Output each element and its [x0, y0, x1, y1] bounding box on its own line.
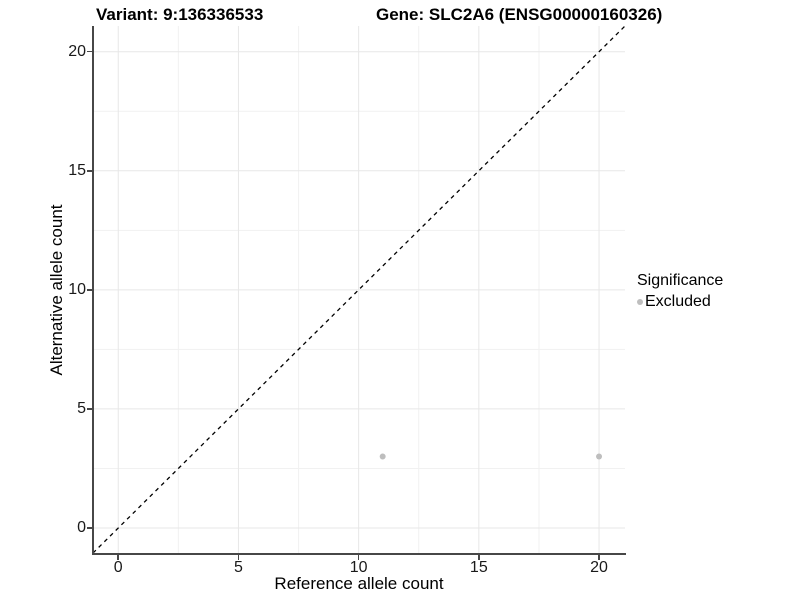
x-tick-mark: [478, 555, 480, 560]
identity-line: [92, 25, 626, 554]
variant-title: Variant: 9:136336533: [96, 5, 264, 24]
plot-canvas: [92, 25, 626, 554]
data-point: [379, 453, 386, 460]
y-tick-label: 20: [68, 42, 86, 60]
y-tick-mark: [87, 527, 92, 529]
x-tick-label: 0: [113, 559, 123, 576]
legend-item-excluded: Excluded: [637, 293, 723, 311]
y-tick-mark: [87, 408, 92, 410]
y-tick-label: 5: [77, 399, 86, 417]
y-tick-label: 0: [77, 518, 86, 536]
legend: Significance Excluded: [637, 272, 723, 311]
legend-title: Significance: [637, 272, 724, 289]
x-tick-label: 5: [233, 559, 243, 576]
y-tick-mark: [87, 170, 92, 172]
x-tick-mark: [237, 555, 240, 560]
x-tick-label: 15: [469, 559, 488, 576]
x-tick-label: 10: [349, 559, 368, 576]
y-tick-mark: [87, 50, 92, 53]
plot-panel: [92, 25, 626, 554]
x-tick-mark: [117, 555, 119, 560]
y-tick-label: 15: [68, 161, 86, 179]
x-axis-line: [92, 553, 626, 555]
data-point: [596, 453, 603, 460]
excluded-point-icon: [637, 299, 643, 305]
legend-item-label: Excluded: [645, 293, 711, 310]
x-tick-label: 20: [590, 559, 608, 576]
y-tick-label: 10: [68, 280, 86, 298]
y-axis-title: Alternative allele count: [47, 204, 66, 376]
y-tick-mark: [87, 289, 92, 291]
y-axis-line: [92, 26, 94, 555]
gene-title: Gene: SLC2A6 (ENSG00000160326): [376, 5, 663, 24]
x-tick-mark: [598, 555, 600, 560]
x-axis-title: Reference allele count: [274, 574, 444, 593]
x-tick-mark: [357, 555, 360, 560]
